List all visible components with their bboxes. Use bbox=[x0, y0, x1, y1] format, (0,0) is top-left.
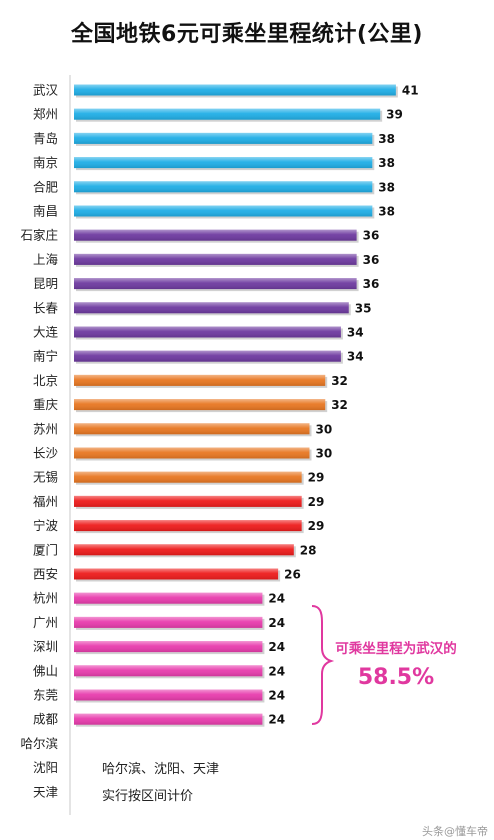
bar-highlight bbox=[74, 108, 381, 120]
note-line1: 哈尔滨、沈阳、天津 bbox=[102, 761, 219, 777]
bar-highlight bbox=[74, 374, 326, 386]
value-label: 38 bbox=[378, 132, 395, 146]
category-label: 南京 bbox=[33, 155, 58, 170]
value-label: 28 bbox=[300, 543, 317, 557]
value-label: 39 bbox=[386, 108, 403, 122]
category-label: 南宁 bbox=[33, 349, 58, 364]
value-label: 35 bbox=[355, 301, 372, 315]
bar-highlight bbox=[74, 447, 310, 459]
value-label: 24 bbox=[268, 592, 285, 606]
chart-title: 全国地铁6元可乘坐里程统计(公里) bbox=[71, 22, 423, 47]
value-label: 29 bbox=[308, 471, 325, 485]
bar-highlight bbox=[74, 399, 326, 411]
category-label: 北京 bbox=[33, 373, 58, 388]
category-label: 东莞 bbox=[33, 688, 58, 703]
bar-highlight bbox=[74, 181, 373, 193]
value-label: 24 bbox=[268, 664, 285, 678]
value-label: 24 bbox=[268, 713, 285, 727]
value-label: 36 bbox=[363, 277, 380, 291]
category-label: 南昌 bbox=[33, 204, 58, 219]
bar-highlight bbox=[74, 495, 302, 507]
bar-highlight bbox=[74, 520, 302, 532]
note-line2: 实行按区间计价 bbox=[102, 789, 193, 804]
value-label: 24 bbox=[268, 689, 285, 703]
category-label: 成都 bbox=[33, 712, 59, 727]
category-label: 广州 bbox=[33, 615, 58, 630]
value-label: 30 bbox=[316, 447, 333, 461]
bar-highlight bbox=[74, 84, 396, 96]
category-label: 西安 bbox=[33, 567, 58, 582]
bar-highlight bbox=[74, 423, 310, 435]
annotation-brace bbox=[311, 605, 335, 725]
category-label: 大连 bbox=[33, 325, 59, 340]
bar-highlight bbox=[74, 205, 373, 217]
category-label: 长沙 bbox=[33, 446, 59, 461]
value-label: 29 bbox=[308, 495, 325, 509]
category-label: 石家庄 bbox=[20, 228, 58, 243]
value-label: 38 bbox=[378, 156, 395, 170]
annotation-line1: 可乘坐里程为武汉的 bbox=[335, 640, 457, 657]
category-label: 苏州 bbox=[33, 421, 58, 436]
bar-highlight bbox=[74, 592, 263, 604]
value-label: 32 bbox=[331, 374, 348, 388]
category-label: 上海 bbox=[33, 252, 59, 267]
bar-highlight bbox=[74, 132, 373, 144]
category-label: 青岛 bbox=[33, 131, 58, 146]
category-labels-group: 武汉郑州青岛南京合肥南昌石家庄上海昆明长春大连南宁北京重庆苏州长沙无锡福州宁波厦… bbox=[20, 83, 58, 800]
category-label: 长春 bbox=[33, 300, 59, 315]
bar-highlight bbox=[74, 544, 294, 556]
value-label: 34 bbox=[347, 326, 364, 340]
value-label: 24 bbox=[268, 616, 285, 630]
bar-highlight bbox=[74, 471, 302, 483]
category-label: 合肥 bbox=[33, 179, 59, 194]
category-label: 无锡 bbox=[33, 470, 58, 485]
category-label: 哈尔滨 bbox=[20, 736, 58, 751]
value-label: 30 bbox=[316, 422, 333, 436]
category-label: 宁波 bbox=[33, 518, 59, 533]
bar-highlight bbox=[74, 302, 349, 314]
watermark: 头条@懂车帝 bbox=[422, 824, 488, 838]
value-label: 32 bbox=[331, 398, 348, 412]
bar-highlight bbox=[74, 616, 263, 628]
value-label: 36 bbox=[363, 253, 380, 267]
category-label: 深圳 bbox=[33, 639, 58, 654]
category-label: 杭州 bbox=[33, 591, 58, 606]
category-label: 郑州 bbox=[33, 107, 58, 122]
bar-highlight bbox=[74, 568, 279, 580]
bar-highlight bbox=[74, 665, 263, 677]
category-label: 武汉 bbox=[33, 83, 59, 98]
value-label: 41 bbox=[402, 84, 419, 98]
value-label: 24 bbox=[268, 640, 285, 654]
bar-highlight bbox=[74, 713, 263, 725]
category-label: 重庆 bbox=[33, 397, 59, 412]
category-label: 昆明 bbox=[33, 276, 58, 291]
value-label: 34 bbox=[347, 350, 364, 364]
bar-highlight bbox=[74, 157, 373, 169]
category-label: 福州 bbox=[33, 494, 58, 509]
annotation-line2: 58.5% bbox=[358, 665, 434, 690]
bar-highlight bbox=[74, 350, 341, 362]
bar-highlight bbox=[74, 253, 357, 265]
value-label: 38 bbox=[378, 180, 395, 194]
bar-highlight bbox=[74, 689, 263, 701]
value-label: 38 bbox=[378, 205, 395, 219]
bars-group bbox=[74, 84, 398, 727]
category-label: 天津 bbox=[33, 784, 58, 799]
bar-highlight bbox=[74, 326, 341, 338]
bar-highlight bbox=[74, 641, 263, 653]
value-label: 36 bbox=[363, 229, 380, 243]
category-label: 沈阳 bbox=[33, 760, 58, 775]
bar-highlight bbox=[74, 229, 357, 241]
value-label: 26 bbox=[284, 568, 301, 582]
category-label: 厦门 bbox=[33, 542, 58, 557]
category-label: 佛山 bbox=[33, 663, 58, 678]
bar-highlight bbox=[74, 278, 357, 290]
value-labels-group: 41 39 38 38 38 38 36 36 36 35 34 34 32 32 30 30 29 29 29 28… bbox=[268, 84, 418, 727]
value-label: 29 bbox=[308, 519, 325, 533]
